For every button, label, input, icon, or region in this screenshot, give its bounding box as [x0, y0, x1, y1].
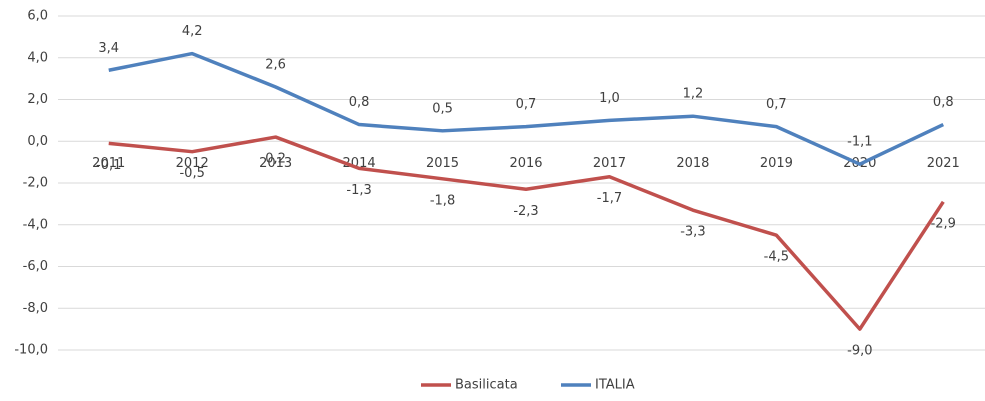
x-tick-label: 2021	[927, 156, 960, 171]
data-label: 0,5	[432, 101, 453, 116]
y-tick-label: -2,0	[23, 176, 48, 191]
data-label: 0,8	[349, 95, 370, 110]
data-label: 0,2	[265, 152, 286, 167]
x-tick-label: 2019	[760, 156, 793, 171]
data-label: -0,5	[179, 166, 204, 181]
y-tick-label: 4,0	[27, 50, 48, 65]
data-label: -3,3	[680, 225, 705, 240]
data-label: -9,0	[847, 344, 872, 359]
x-tick-label: 2016	[509, 156, 542, 171]
series-line	[108, 135, 945, 331]
y-tick-label: 6,0	[27, 9, 48, 24]
data-label: -2,3	[513, 204, 538, 219]
data-label: 0,7	[766, 97, 787, 112]
data-label: -0,1	[96, 158, 121, 173]
data-label: 3,4	[98, 41, 119, 56]
data-label: 0,8	[933, 95, 954, 110]
data-label: -1,8	[430, 193, 455, 208]
y-tick-label: -8,0	[23, 301, 48, 316]
data-label: 1,0	[599, 91, 620, 106]
data-label: -1,7	[597, 191, 622, 206]
data-label: 1,2	[683, 87, 704, 102]
x-tick-label: 2012	[176, 156, 209, 171]
legend-label: ITALIA	[595, 378, 635, 393]
legend-label: Basilicata	[455, 378, 518, 393]
y-tick-label: -10,0	[14, 343, 48, 358]
series-line	[108, 51, 945, 166]
x-tick-label: 2013	[259, 156, 292, 171]
data-label: 4,2	[182, 24, 203, 39]
x-tick-label: 2015	[426, 156, 459, 171]
x-tick-label: 2018	[676, 156, 709, 171]
y-tick-label: -6,0	[23, 259, 48, 274]
data-label: -1,3	[346, 183, 371, 198]
x-tick-label: 2017	[593, 156, 626, 171]
data-label: -4,5	[764, 250, 789, 265]
y-tick-label: 2,0	[27, 92, 48, 107]
y-tick-label: 0,0	[27, 134, 48, 149]
data-label: 0,7	[516, 97, 537, 112]
x-tick-label: 2011	[92, 156, 125, 171]
data-label: -2,9	[931, 216, 956, 231]
data-label: -1,1	[847, 135, 872, 150]
y-tick-label: -4,0	[23, 217, 48, 232]
data-label: 2,6	[265, 57, 286, 72]
